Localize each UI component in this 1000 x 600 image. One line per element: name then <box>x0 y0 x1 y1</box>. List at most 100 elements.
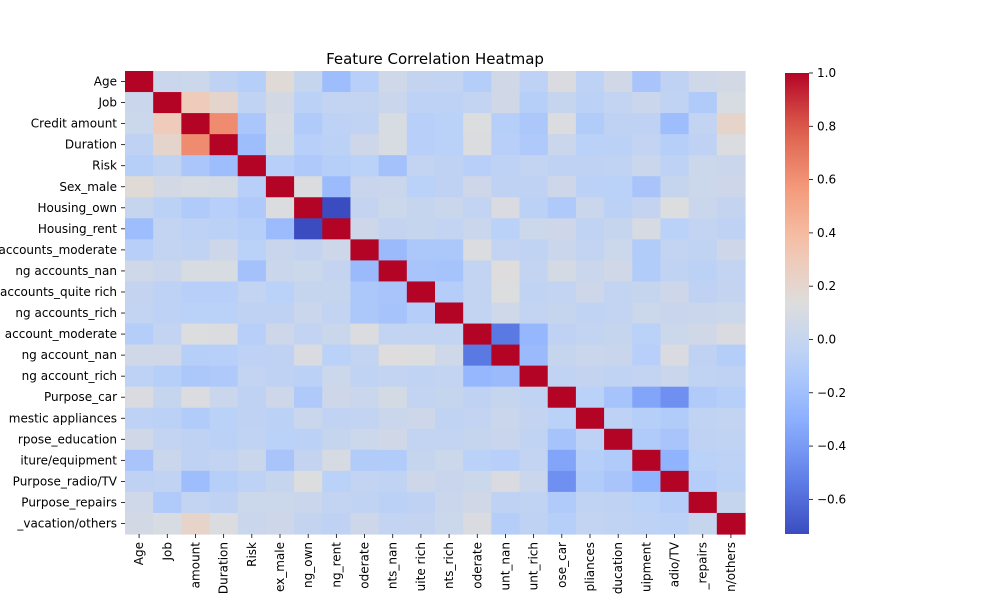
x-tick-label: ex_male <box>273 542 287 592</box>
heatmap-cell <box>209 113 239 135</box>
heatmap-cell <box>660 302 690 325</box>
heatmap-cell <box>491 512 521 535</box>
heatmap-cell <box>181 71 211 93</box>
heatmap-cell <box>575 260 605 283</box>
heatmap-cell <box>322 407 352 430</box>
x-tick-label: Risk <box>245 542 259 567</box>
heatmap-cell <box>463 344 492 367</box>
heatmap-cell <box>265 323 295 346</box>
heatmap-cell <box>406 176 436 198</box>
heatmap-cell <box>716 176 746 198</box>
heatmap-cell <box>237 407 267 430</box>
heatmap-cell <box>153 491 182 514</box>
heatmap-cell <box>181 134 211 156</box>
heatmap-cell <box>491 428 521 451</box>
heatmap-cell <box>209 344 239 367</box>
x-tick-label: uite rich <box>414 542 428 591</box>
heatmap-cell <box>716 491 746 514</box>
heatmap-cell <box>632 428 662 451</box>
heatmap-cell <box>632 365 662 388</box>
heatmap-cell <box>181 239 211 262</box>
heatmap-cell <box>716 470 746 493</box>
heatmap-cell <box>575 218 605 240</box>
heatmap-cell <box>378 260 408 283</box>
heatmap-cell <box>378 113 408 135</box>
heatmap-cell <box>237 491 267 514</box>
heatmap-cell <box>604 470 633 493</box>
heatmap-cell <box>688 323 718 346</box>
y-tick-label: Housing_own <box>37 201 117 215</box>
colorbar-tick-label: 0.2 <box>817 279 836 293</box>
heatmap-cell <box>406 155 436 177</box>
heatmap-cell <box>604 197 633 219</box>
heatmap-cell <box>378 92 408 114</box>
heatmap-cell <box>688 239 718 262</box>
heatmap-cell <box>604 302 633 325</box>
heatmap-cell <box>435 134 464 156</box>
heatmap-cell <box>547 512 577 535</box>
heatmap-cell <box>435 344 464 367</box>
heatmap-cell <box>575 449 605 472</box>
heatmap-cell <box>604 365 633 388</box>
heatmap-cell <box>547 428 577 451</box>
x-tick-label: amount <box>188 542 202 589</box>
heatmap-cell <box>660 428 690 451</box>
heatmap-cell <box>265 512 295 535</box>
heatmap-cell <box>632 176 662 198</box>
heatmap-cell <box>294 491 323 514</box>
heatmap-cell <box>716 218 746 240</box>
heatmap-cell <box>547 491 577 514</box>
heatmap-cell <box>660 239 690 262</box>
heatmap-cell <box>463 176 492 198</box>
heatmap-cell <box>575 365 605 388</box>
heatmap-cell <box>378 197 408 219</box>
heatmap-cell <box>181 281 211 304</box>
heatmap-cell <box>688 197 718 219</box>
y-tick-label: Purpose_radio/TV <box>13 474 118 488</box>
heatmap-cell <box>435 197 464 219</box>
heatmap-cell <box>322 113 352 135</box>
heatmap-cell <box>406 428 436 451</box>
heatmap-cell <box>547 218 577 240</box>
x-tick-label: adio/TV <box>668 541 682 587</box>
y-tick-label: accounts_quite rich <box>0 285 117 299</box>
heatmap-cell <box>688 260 718 283</box>
heatmap-cell <box>688 281 718 304</box>
heatmap-cell <box>604 92 633 114</box>
heatmap-cell <box>294 302 323 325</box>
y-tick-label: Job <box>98 96 118 110</box>
heatmap-cell <box>688 113 718 135</box>
y-tick-label: iture/equipment <box>20 453 117 467</box>
y-tick-label: ng accounts_rich <box>15 306 117 320</box>
heatmap-cell <box>435 113 464 135</box>
heatmap-cell <box>660 176 690 198</box>
heatmap-cell <box>604 449 633 472</box>
heatmap-cell <box>350 365 380 388</box>
heatmap-cell <box>153 218 182 240</box>
heatmap-cell <box>547 71 577 93</box>
heatmap-cell <box>350 449 380 472</box>
heatmap-cell <box>265 470 295 493</box>
heatmap-cell <box>716 512 746 535</box>
heatmap-cell <box>632 92 662 114</box>
heatmap-cell <box>435 176 464 198</box>
heatmap-cell <box>604 176 633 198</box>
heatmap-cell <box>688 344 718 367</box>
heatmap-cell <box>350 470 380 493</box>
heatmap-cell <box>181 113 211 135</box>
heatmap-cell <box>716 197 746 219</box>
heatmap-cell <box>125 239 154 262</box>
x-tick-label: n/others <box>724 542 738 592</box>
heatmap-cell <box>660 512 690 535</box>
heatmap-cell <box>435 470 464 493</box>
heatmap-cell <box>435 71 464 93</box>
heatmap-cell <box>181 428 211 451</box>
heatmap-cell <box>604 113 633 135</box>
heatmap-cell <box>547 155 577 177</box>
heatmap-cell <box>716 155 746 177</box>
heatmap-cell <box>265 386 295 409</box>
heatmap-cell <box>378 134 408 156</box>
heatmap-cell <box>688 302 718 325</box>
heatmap-cell <box>294 512 323 535</box>
heatmap-cell <box>125 176 154 198</box>
